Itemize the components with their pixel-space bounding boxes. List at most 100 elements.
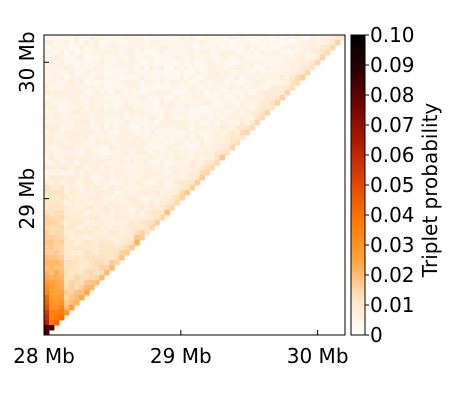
heatmap-cell xyxy=(79,120,85,126)
heatmap-cell xyxy=(74,120,80,126)
heatmap-cell xyxy=(329,35,336,41)
heatmap-cell xyxy=(49,95,55,101)
heatmap-cell xyxy=(59,250,65,256)
heatmap-cell xyxy=(69,105,75,111)
heatmap-cell xyxy=(144,165,150,171)
x-axis: 28 Mb 29 Mb 30 Mb xyxy=(13,330,349,368)
heatmap-cell xyxy=(104,135,110,141)
heatmap-cell xyxy=(294,70,301,76)
heatmap-cell xyxy=(44,65,50,71)
heatmap-cell xyxy=(159,160,165,166)
heatmap-cell xyxy=(194,60,200,66)
heatmap-cell xyxy=(129,200,135,206)
heatmap-cell xyxy=(189,125,195,131)
heatmap-cell xyxy=(199,75,205,81)
heatmap-cell xyxy=(99,65,105,71)
heatmap-cell xyxy=(184,90,190,96)
heatmap-cell xyxy=(124,200,130,206)
heatmap-cell xyxy=(109,230,115,236)
heatmap-cell xyxy=(249,75,256,81)
heatmap-cell xyxy=(79,175,85,181)
heatmap-cell xyxy=(234,40,241,46)
heatmap-cell xyxy=(239,40,246,46)
heatmap-cell xyxy=(59,130,65,136)
heatmap-cell xyxy=(84,145,90,151)
heatmap-cell xyxy=(69,185,75,191)
heatmap-cell xyxy=(64,140,70,146)
heatmap-cell xyxy=(84,80,90,86)
heatmap-cell xyxy=(259,70,266,76)
heatmap-cell xyxy=(284,90,291,96)
heatmap-cell xyxy=(189,40,195,46)
heatmap-cell xyxy=(324,40,331,46)
heatmap-cell xyxy=(89,180,95,186)
heatmap-cell xyxy=(69,265,75,271)
heatmap-cell xyxy=(104,125,110,131)
heatmap-cell xyxy=(159,190,165,196)
heatmap-cell xyxy=(99,145,105,151)
heatmap-cell xyxy=(224,115,231,121)
heatmap-cell xyxy=(54,165,60,171)
heatmap-cell xyxy=(129,180,135,186)
heatmap-cell xyxy=(244,105,251,111)
heatmap-cell xyxy=(129,60,135,66)
heatmap-cell xyxy=(174,50,180,56)
heatmap-cell xyxy=(84,165,90,171)
heatmap-cell xyxy=(129,95,135,101)
heatmap-cell xyxy=(154,70,160,76)
heatmap-cell xyxy=(199,165,205,171)
heatmap-cell xyxy=(49,290,55,296)
heatmap-cell xyxy=(244,95,251,101)
heatmap-cell xyxy=(214,130,220,136)
heatmap-cell xyxy=(104,35,110,41)
heatmap-cell xyxy=(159,165,165,171)
heatmap-cell xyxy=(89,120,95,126)
heatmap-cell xyxy=(149,105,155,111)
heatmap-cell xyxy=(244,45,251,51)
heatmap-cell xyxy=(79,125,85,131)
heatmap-cell xyxy=(189,175,195,181)
heatmap-cell xyxy=(69,110,75,116)
heatmap-cell xyxy=(104,110,110,116)
heatmap-cell xyxy=(114,70,120,76)
heatmap-cell xyxy=(84,135,90,141)
heatmap-cell xyxy=(279,90,286,96)
heatmap-cell xyxy=(204,70,210,76)
heatmap-cell xyxy=(319,40,326,46)
heatmap-cell xyxy=(134,35,140,41)
heatmap-cell xyxy=(244,125,251,131)
heatmap-cell xyxy=(74,80,80,86)
heatmap-cell xyxy=(59,270,65,276)
heatmap-cell xyxy=(124,160,130,166)
heatmap-cell xyxy=(79,135,85,141)
heatmap-cell xyxy=(54,125,60,131)
heatmap-cell xyxy=(84,150,90,156)
heatmap-cell xyxy=(49,160,55,166)
heatmap-cell xyxy=(219,110,225,116)
heatmap-cell xyxy=(179,60,185,66)
heatmap-cell xyxy=(54,55,60,61)
heatmap-cell xyxy=(104,165,110,171)
heatmap-cell xyxy=(199,80,205,86)
heatmap-cell xyxy=(214,160,220,166)
heatmap-cell xyxy=(179,115,185,121)
heatmap-cell xyxy=(119,110,125,116)
heatmap-cell xyxy=(109,240,115,246)
heatmap-cell xyxy=(64,40,70,46)
heatmap-cell xyxy=(114,50,120,56)
heatmap-cell xyxy=(224,60,231,66)
heatmap-cell xyxy=(284,85,291,91)
heatmap-cell xyxy=(174,185,180,191)
colorbar-tick-label: 0 xyxy=(370,323,383,347)
heatmap-cell xyxy=(164,110,170,116)
heatmap-cell xyxy=(49,140,55,146)
heatmap-cell xyxy=(154,180,160,186)
heatmap-cell xyxy=(199,170,205,176)
heatmap-cell xyxy=(74,105,80,111)
heatmap-cell xyxy=(184,110,190,116)
heatmap-cell xyxy=(169,135,175,141)
heatmap-cell xyxy=(299,45,306,51)
heatmap-cell xyxy=(209,45,215,51)
heatmap-cell xyxy=(119,120,125,126)
